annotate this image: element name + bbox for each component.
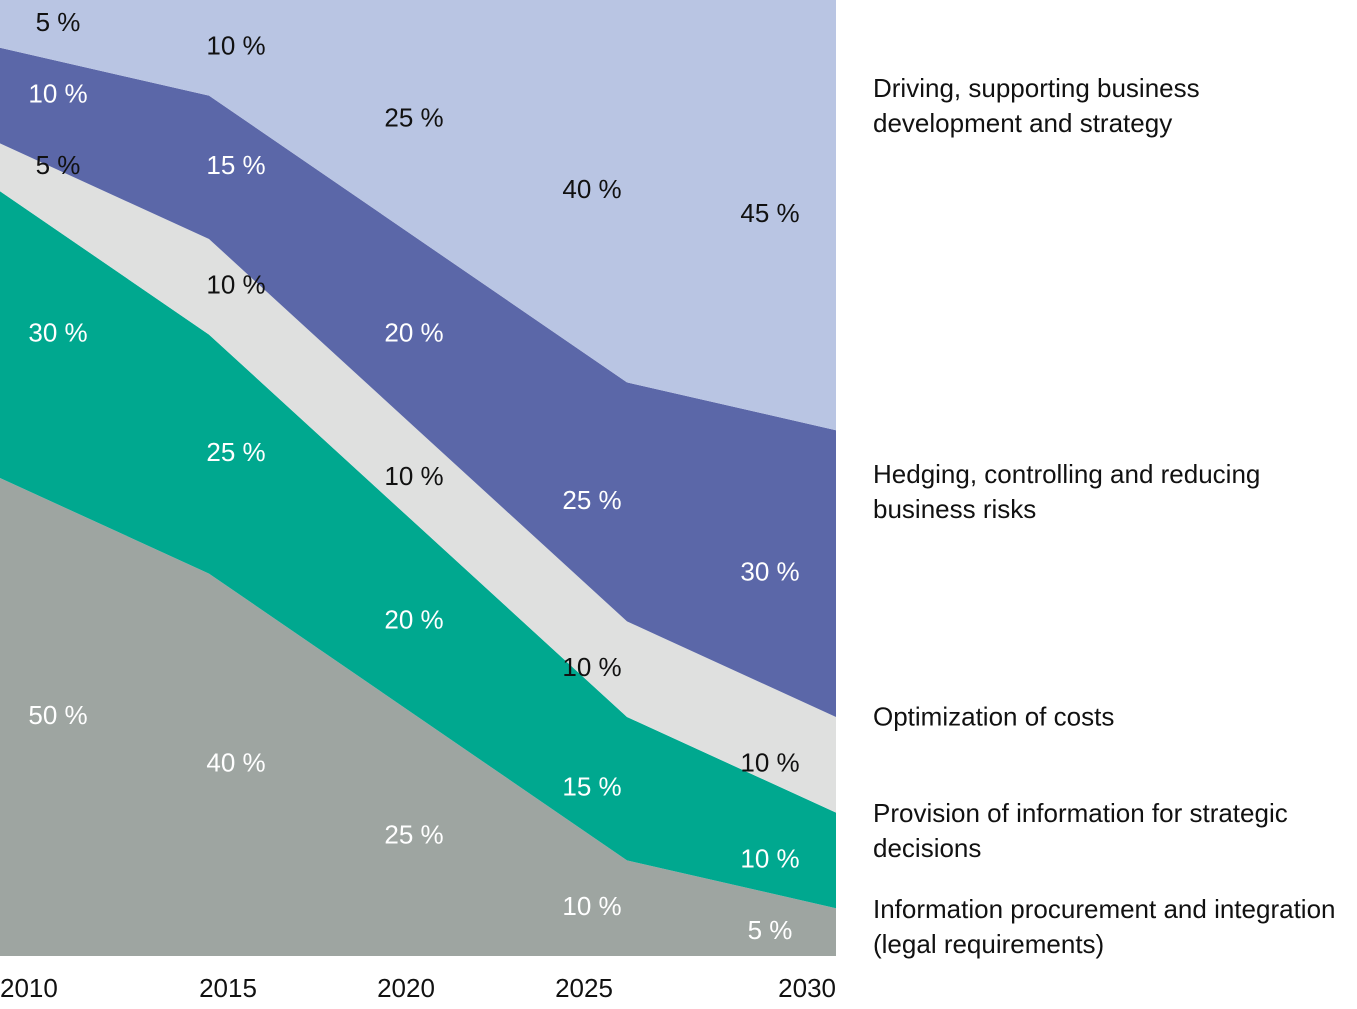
value-label: 50 % [28,700,87,730]
x-tick-label: 2025 [555,973,613,1003]
value-label: 25 % [206,437,265,467]
value-label: 10 % [740,843,799,873]
x-tick-label: 2020 [377,973,435,1003]
value-label: 25 % [384,819,443,849]
x-tick-label: 2015 [199,973,257,1003]
value-label: 10 % [562,652,621,682]
legend-entry: Provision of information for strategic d… [873,798,1288,863]
legend-entry: Driving, supporting business development… [873,73,1200,138]
x-tick-label: 2010 [0,973,58,1003]
value-label: 10 % [206,31,265,61]
value-label: 15 % [206,150,265,180]
value-label: 45 % [740,198,799,228]
value-label: 10 % [384,461,443,491]
value-label: 30 % [740,556,799,586]
value-label: 40 % [562,174,621,204]
value-label: 40 % [206,748,265,778]
area [0,47,836,718]
area [0,191,836,909]
x-tick-label: 2030 [778,973,836,1003]
value-label: 30 % [28,317,87,347]
area [0,0,836,431]
value-label: 25 % [384,102,443,132]
value-label: 10 % [562,891,621,921]
area [0,143,836,813]
legend-entry: Hedging, controlling and reducing busine… [873,459,1261,524]
legend-entry: Optimization of costs [873,701,1115,732]
legend-entry: Information procurement and integration … [873,894,1336,959]
value-label: 20 % [384,317,443,347]
value-label: 15 % [562,772,621,802]
value-label: 5 % [36,150,81,180]
value-label: 5 % [36,7,81,37]
value-label: 5 % [748,915,793,945]
value-label: 10 % [28,78,87,108]
value-label: 20 % [384,604,443,634]
value-label: 10 % [740,748,799,778]
value-label: 25 % [562,485,621,515]
value-label: 10 % [206,270,265,300]
